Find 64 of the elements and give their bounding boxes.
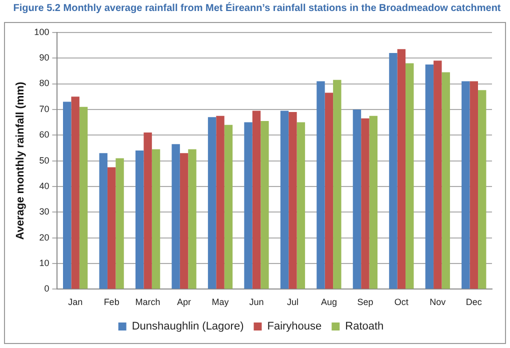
bar (99, 153, 108, 289)
y-tick-label: 40 (39, 180, 50, 191)
y-tick-label: 60 (39, 130, 50, 140)
bar (361, 118, 370, 289)
legend-label: Dunshaughlin (Lagore) (132, 320, 244, 333)
x-tick-label: Feb (104, 297, 120, 308)
bar (116, 158, 124, 289)
bar (63, 102, 72, 289)
x-tick-label: Aug (320, 297, 337, 308)
bar (406, 63, 414, 289)
legend-label: Ratoath (345, 320, 384, 333)
x-tick-label: Jul (286, 297, 298, 308)
bar (397, 49, 406, 289)
y-tick-label: 70 (39, 104, 50, 114)
bar (224, 124, 233, 289)
x-tick-label: Nov (430, 297, 446, 308)
bar (352, 109, 362, 289)
bar (333, 80, 342, 289)
bar (369, 116, 378, 289)
bar (462, 81, 470, 289)
bar (252, 110, 261, 289)
y-tick-label: 0 (44, 284, 50, 294)
bar (244, 122, 252, 289)
bar (144, 132, 152, 289)
bar (71, 96, 80, 289)
y-tick-label: 10 (39, 258, 50, 268)
bar (152, 149, 160, 289)
bar (107, 167, 116, 289)
bar (316, 81, 325, 289)
bar (324, 92, 334, 289)
bar (280, 110, 289, 289)
x-tick-label: Dec (466, 297, 482, 308)
legend-label: Fairyhouse (267, 320, 322, 333)
bar (425, 64, 434, 289)
bar (216, 116, 224, 289)
y-tick-label: 80 (39, 78, 50, 88)
bar (470, 81, 478, 289)
bar (172, 144, 180, 289)
y-tick-label: 90 (39, 52, 50, 63)
bar (442, 72, 450, 289)
y-tick-label: 30 (39, 206, 50, 217)
y-tick-label: 50 (39, 155, 50, 166)
x-tick-label: Jan (68, 297, 83, 308)
bar (434, 60, 442, 289)
x-tick-label: Oct (394, 297, 409, 308)
x-tick-label: May (212, 297, 230, 308)
y-tick-label: 100 (34, 26, 50, 37)
y-tick-label: 20 (39, 232, 50, 242)
x-tick-label: Jun (249, 297, 264, 308)
bar (135, 150, 144, 289)
chart-title: Figure 5.2 Monthly average rainfall from Met Éireann’s rainfall stations in the Broadmeadow catchment (12, 3, 502, 14)
bar (478, 90, 486, 289)
bar (389, 52, 398, 289)
bar (208, 117, 216, 289)
x-tick-label: March (135, 297, 160, 308)
x-tick-label: Sep (357, 297, 374, 308)
y-axis-title: Average monthly rainfall (mm) (14, 82, 27, 240)
bar (260, 120, 269, 289)
bar (188, 149, 196, 289)
bar (288, 112, 297, 289)
bar (180, 153, 188, 289)
bar (296, 122, 306, 289)
bar (79, 106, 88, 289)
x-tick-label: Apr (177, 297, 192, 308)
